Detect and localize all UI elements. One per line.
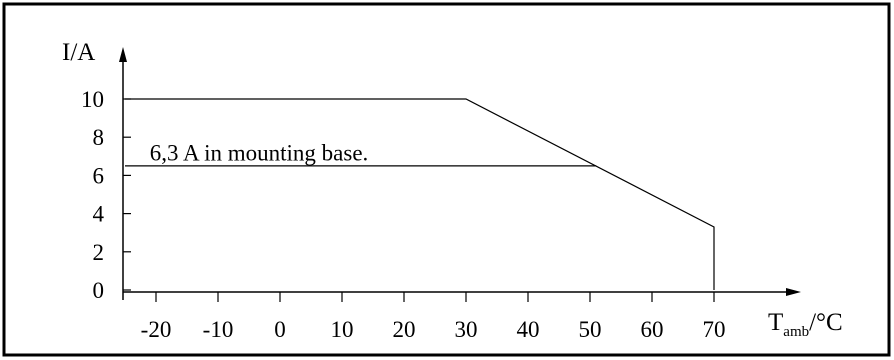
x-tick-label: 70 xyxy=(703,317,726,342)
y-tick-label: 10 xyxy=(81,87,104,112)
x-tick-label: 50 xyxy=(579,317,602,342)
x-axis-label-unit: /°C xyxy=(809,309,843,336)
annotation-mounting-base: 6,3 A in mounting base. xyxy=(150,140,368,165)
x-axis-label-main: T xyxy=(768,309,783,336)
y-tick-label: 2 xyxy=(93,240,105,265)
y-tick-label: 6 xyxy=(93,163,105,188)
series-layer xyxy=(125,98,715,290)
x-tick-label: 20 xyxy=(393,317,416,342)
x-tick-label: -20 xyxy=(141,317,172,342)
y-tick-label: 0 xyxy=(93,278,105,303)
y-tick-label: 8 xyxy=(93,125,105,150)
y-tick-label: 4 xyxy=(93,202,105,227)
y-ticks: 0 2 4 6 8 10 xyxy=(81,87,131,303)
x-axis-label: Tamb/°C xyxy=(768,309,843,340)
x-tick-label: -10 xyxy=(203,317,234,342)
x-ticks: -20 -10 0 10 20 30 40 50 60 70 xyxy=(141,292,726,342)
x-axis-label-subscript: amb xyxy=(783,324,809,340)
x-tick-label: 0 xyxy=(274,317,286,342)
y-axis-arrow xyxy=(119,47,127,62)
y-axis-label: I/A xyxy=(62,39,95,66)
x-tick-label: 60 xyxy=(641,317,664,342)
x-tick-label: 10 xyxy=(331,317,354,342)
series-derating-curve xyxy=(125,98,715,290)
x-tick-label: 30 xyxy=(455,317,478,342)
x-tick-label: 40 xyxy=(517,317,540,342)
x-axis-arrow xyxy=(786,288,801,296)
